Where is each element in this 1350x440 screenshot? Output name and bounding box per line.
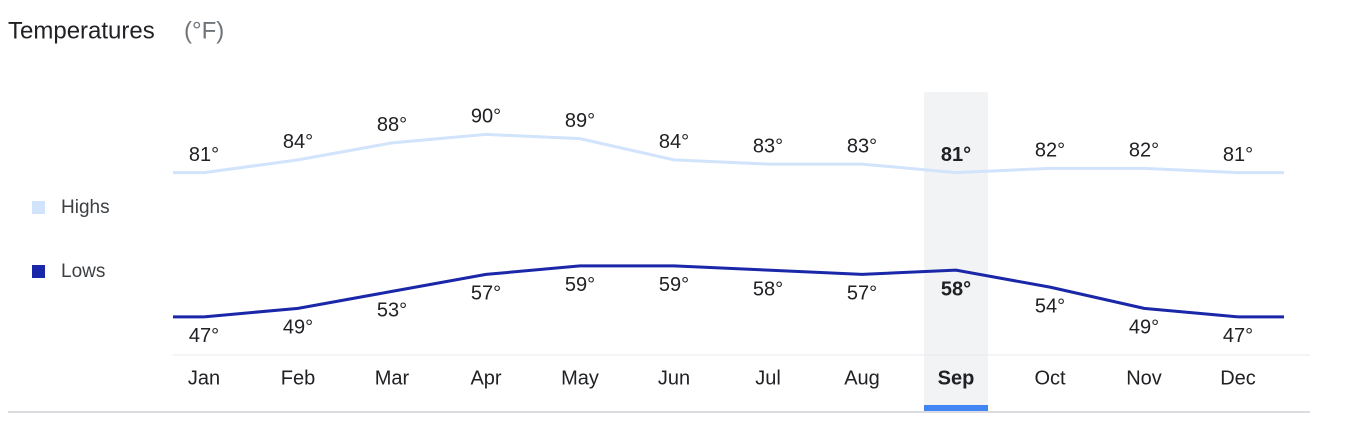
data-label: 83° bbox=[753, 135, 783, 157]
series-line bbox=[203, 132, 1239, 175]
data-label: 88° bbox=[377, 114, 407, 136]
x-tick-label: Apr bbox=[470, 367, 501, 389]
legend-swatch bbox=[32, 265, 45, 278]
x-tick-label: Mar bbox=[375, 367, 410, 389]
data-label: 57° bbox=[847, 283, 877, 305]
data-label: 90° bbox=[471, 106, 501, 128]
x-tick-label: Feb bbox=[281, 367, 315, 389]
legend-swatch bbox=[32, 201, 45, 214]
legend-label: Lows bbox=[61, 261, 105, 282]
data-label: 89° bbox=[565, 110, 595, 132]
data-label: 84° bbox=[659, 131, 689, 153]
data-label: 82° bbox=[1129, 140, 1159, 162]
data-label: 81° bbox=[941, 144, 971, 166]
x-tick-label: Aug bbox=[844, 367, 880, 389]
data-label: 57° bbox=[471, 283, 501, 305]
x-tick-label: Oct bbox=[1034, 367, 1066, 389]
x-tick-label: Jan bbox=[188, 367, 220, 389]
data-label: 47° bbox=[189, 325, 219, 347]
data-label: 59° bbox=[659, 274, 689, 296]
x-tick-label: Dec bbox=[1220, 367, 1256, 389]
chart-subtitle: (°F) bbox=[184, 17, 224, 44]
selected-column bbox=[924, 92, 988, 410]
x-tick-label: Jul bbox=[755, 367, 781, 389]
data-label: 82° bbox=[1035, 140, 1065, 162]
series-line bbox=[203, 264, 1239, 319]
x-tick-label: Sep bbox=[938, 367, 975, 389]
data-label: 83° bbox=[847, 135, 877, 157]
x-tick-label: May bbox=[561, 367, 599, 389]
data-label: 59° bbox=[565, 274, 595, 296]
data-label: 81° bbox=[189, 144, 219, 166]
legend-label: Highs bbox=[61, 197, 110, 218]
data-label: 58° bbox=[941, 278, 971, 300]
chart-title: Temperatures bbox=[8, 17, 155, 44]
data-label: 53° bbox=[377, 300, 407, 322]
selected-indicator bbox=[924, 405, 988, 411]
data-label: 58° bbox=[753, 278, 783, 300]
data-label: 54° bbox=[1035, 295, 1065, 317]
x-tick-label: Jun bbox=[658, 367, 690, 389]
data-label: 47° bbox=[1223, 325, 1253, 347]
x-tick-label: Nov bbox=[1126, 367, 1162, 389]
data-label: 84° bbox=[283, 131, 313, 153]
data-label: 81° bbox=[1223, 144, 1253, 166]
data-label: 49° bbox=[1129, 317, 1159, 339]
data-label: 49° bbox=[283, 317, 313, 339]
